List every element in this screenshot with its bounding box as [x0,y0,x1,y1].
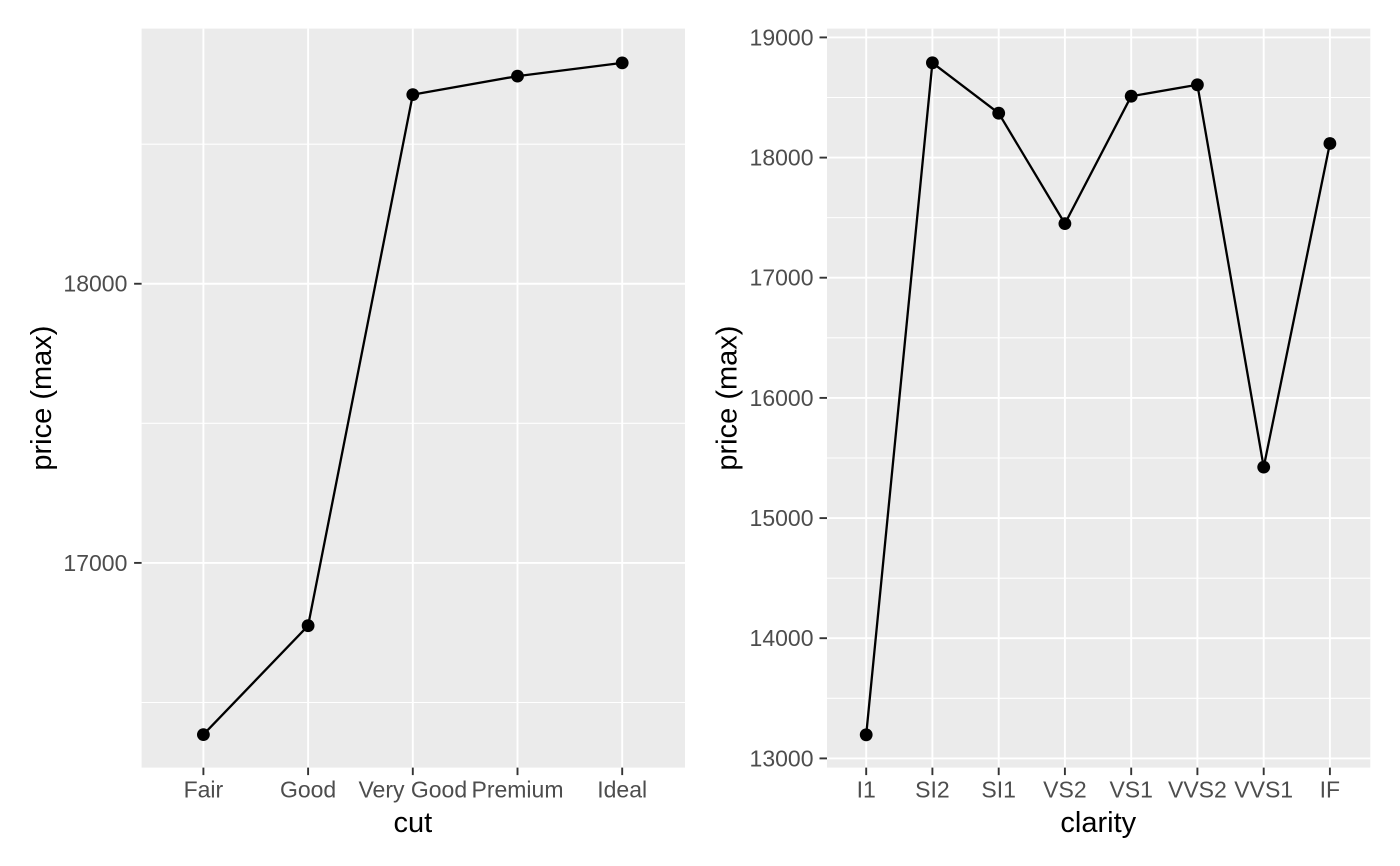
svg-text:VS1: VS1 [1109,777,1152,803]
svg-text:VVS1: VVS1 [1234,777,1293,803]
svg-text:14000: 14000 [750,625,814,651]
svg-text:VS2: VS2 [1043,777,1086,803]
svg-text:I1: I1 [857,777,876,803]
svg-text:17000: 17000 [750,265,814,291]
svg-text:16000: 16000 [750,385,814,411]
svg-text:Good: Good [280,777,336,803]
svg-text:15000: 15000 [750,505,814,531]
svg-text:price (max): price (max) [712,326,744,471]
svg-text:clarity: clarity [1060,807,1136,839]
svg-text:Premium: Premium [471,777,563,803]
svg-text:Very Good: Very Good [358,777,467,803]
svg-text:cut: cut [393,807,432,839]
svg-text:Ideal: Ideal [597,777,647,803]
svg-text:VVS2: VVS2 [1168,777,1227,803]
svg-text:SI1: SI1 [981,777,1016,803]
svg-text:18000: 18000 [63,271,127,297]
svg-text:SI2: SI2 [915,777,950,803]
svg-text:18000: 18000 [750,145,814,171]
svg-text:IF: IF [1320,777,1340,803]
svg-text:19000: 19000 [750,24,814,50]
svg-text:Fair: Fair [184,777,224,803]
svg-text:17000: 17000 [63,550,127,576]
svg-text:price (max): price (max) [26,326,58,471]
svg-text:13000: 13000 [750,745,814,771]
